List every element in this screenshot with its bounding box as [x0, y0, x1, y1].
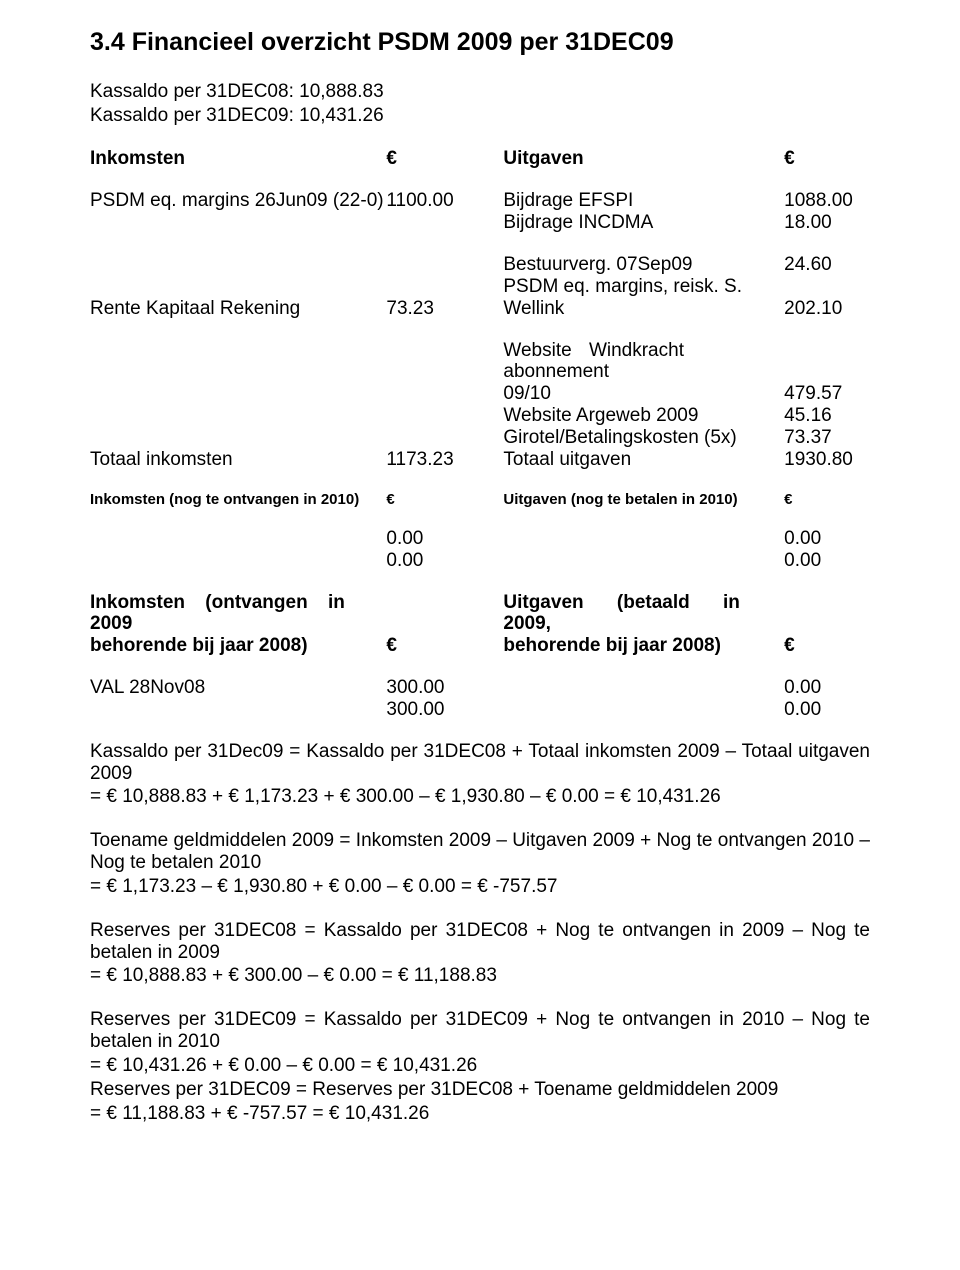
cell-a-val: 1173.23 [386, 449, 480, 471]
cell-b-label: PSDM eq. margins, reisk. S. Wellink [503, 276, 784, 320]
val: 300.00 [386, 699, 480, 721]
header-inkomsten: Inkomsten [90, 148, 386, 170]
kassaldo-09: Kassaldo per 31DEC09: 10,431.26 [90, 105, 870, 127]
val: 0.00 [386, 550, 480, 572]
cell-a-val: 73.23 [386, 276, 480, 320]
cell-b-val: 24.60 [784, 254, 870, 276]
calc-reserves-09b-eq: = € 11,188.83 + € -757.57 = € 10,431.26 [90, 1103, 870, 1125]
cell-b-val: 18.00 [784, 212, 870, 234]
cell-b-label: Bijdrage INCDMA [503, 212, 784, 234]
header-euro-b: € [784, 148, 870, 170]
header-euro: € [784, 491, 870, 508]
financial-table: Inkomsten € Uitgaven € PSDM eq. margins … [90, 148, 870, 470]
val: 0.00 [784, 550, 870, 572]
calc-reserves-09a: Reserves per 31DEC09 = Kassaldo per 31DE… [90, 1009, 870, 1053]
cell-b-val: 1930.80 [784, 449, 870, 471]
header-euro: € [784, 592, 870, 658]
cell-b-label: Totaal uitgaven [503, 449, 784, 471]
row-label: VAL 28Nov08 [90, 677, 386, 699]
val: 0.00 [784, 528, 870, 550]
cell-a-label: PSDM eq. margins 26Jun09 (22-0) [90, 190, 386, 212]
calc-reserves-09b: Reserves per 31DEC09 = Reserves per 31DE… [90, 1079, 870, 1101]
header-euro: € [386, 592, 480, 658]
header-uitgaven: Uitgaven [503, 148, 784, 170]
val: 0.00 [386, 528, 480, 550]
val: 300.00 [386, 677, 480, 699]
prior-year-table: Inkomsten (ontvangen in 2009 behorende b… [90, 592, 870, 721]
header-euro: € [386, 491, 480, 508]
cell-b-val: 202.10 [784, 276, 870, 320]
pending-inkomsten-header: Inkomsten (nog te ontvangen in 2010) [90, 491, 386, 508]
cell-b-val: 479.57 [784, 340, 870, 406]
calc-toename: Toename geldmiddelen 2009 = Inkomsten 20… [90, 830, 870, 874]
cell-b-label: Website Argeweb 2009 [503, 405, 784, 427]
kassaldo-08: Kassaldo per 31DEC08: 10,888.83 [90, 81, 870, 103]
pending-table: Inkomsten (nog te ontvangen in 2010) € U… [90, 491, 870, 572]
prior-inkomsten-header: Inkomsten (ontvangen in 2009 behorende b… [90, 592, 386, 658]
page-title: 3.4 Financieel overzicht PSDM 2009 per 3… [90, 28, 870, 57]
calc-toename-eq: = € 1,173.23 – € 1,930.80 + € 0.00 – € 0… [90, 876, 870, 898]
cell-b-val: 1088.00 [784, 190, 870, 212]
calc-kassaldo: Kassaldo per 31Dec09 = Kassaldo per 31DE… [90, 741, 870, 785]
cell-b-label: Bestuurverg. 07Sep09 [503, 254, 784, 276]
cell-b-label: Website Windkracht abonnement 09/10 [503, 340, 784, 406]
calc-reserves-08: Reserves per 31DEC08 = Kassaldo per 31DE… [90, 920, 870, 964]
val: 0.00 [784, 699, 870, 721]
cell-b-val: 73.37 [784, 427, 870, 449]
calc-reserves-08-eq: = € 10,888.83 + € 300.00 – € 0.00 = € 11… [90, 965, 870, 987]
prior-uitgaven-header: Uitgaven (betaald in 2009, behorende bij… [503, 592, 784, 658]
val: 0.00 [784, 677, 870, 699]
cell-b-val: 45.16 [784, 405, 870, 427]
header-euro-a: € [386, 148, 480, 170]
pending-uitgaven-header: Uitgaven (nog te betalen in 2010) [503, 491, 784, 508]
cell-a-label: Totaal inkomsten [90, 449, 386, 471]
cell-b-label: Girotel/Betalingskosten (5x) [503, 427, 784, 449]
cell-a-val: 1100.00 [386, 190, 480, 212]
cell-b-label: Bijdrage EFSPI [503, 190, 784, 212]
calc-kassaldo-eq: = € 10,888.83 + € 1,173.23 + € 300.00 – … [90, 786, 870, 808]
cell-a-label: Rente Kapitaal Rekening [90, 276, 386, 320]
calc-reserves-09a-eq: = € 10,431.26 + € 0.00 – € 0.00 = € 10,4… [90, 1055, 870, 1077]
